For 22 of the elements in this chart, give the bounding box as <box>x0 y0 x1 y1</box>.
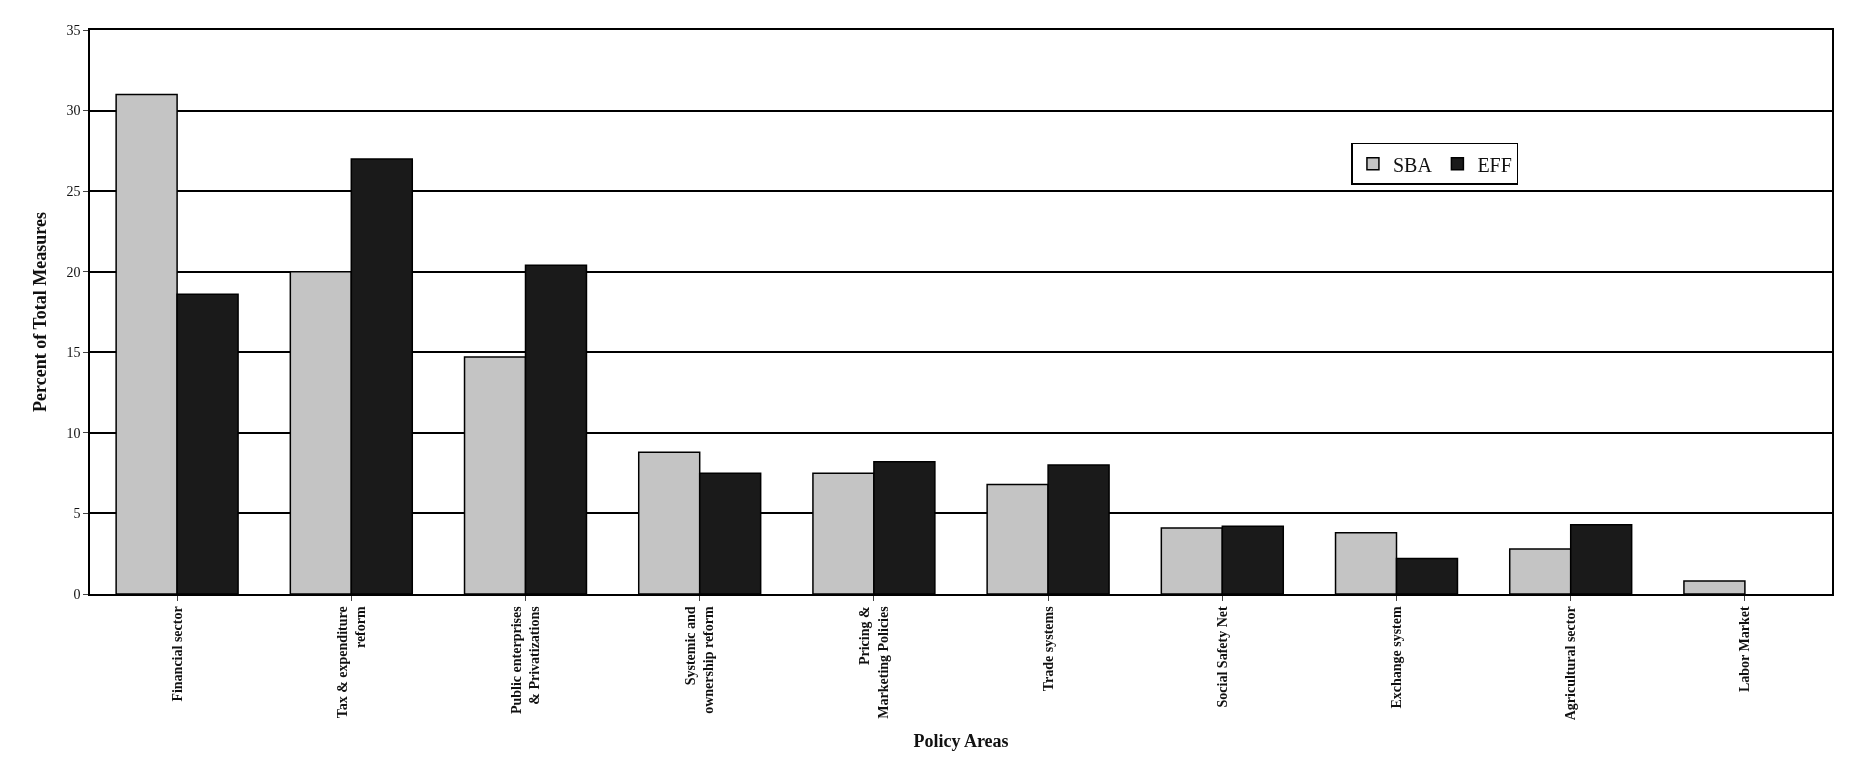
x-tick-label: Public enterprises & Privatizations <box>508 605 543 715</box>
y-tick-label: 5 <box>73 506 81 522</box>
x-tick-label: Systemic and ownership reform <box>683 606 717 714</box>
x-tick-label: Trade systems <box>1040 605 1056 692</box>
x-tick-label: Social Safety Net <box>1214 606 1230 708</box>
y-axis-title: Percent of Total Measures <box>30 212 51 412</box>
x-tick-label: Labor Market <box>1737 606 1753 693</box>
x-tick-label: Pricing & Marketing Policies <box>857 605 891 719</box>
legend-label: EFF <box>1477 153 1512 176</box>
y-tick-label: 30 <box>66 103 81 119</box>
y-tick-label: 20 <box>66 264 81 280</box>
y-tick-label: 15 <box>66 345 81 361</box>
y-tick-label: 35 <box>66 22 81 38</box>
legend-label: SBA <box>1392 153 1433 176</box>
x-tick-label: Financial sector <box>169 606 185 702</box>
x-tick-label: Agricultural sector <box>1563 606 1579 721</box>
x-tick-label: Tax & expenditure reform <box>334 606 368 719</box>
y-tick-label: 10 <box>66 425 81 441</box>
x-axis-title: Policy Areas <box>913 730 1009 751</box>
y-tick-label: 0 <box>73 586 81 602</box>
x-tick-label: Exchange system <box>1389 606 1405 709</box>
y-tick-label: 25 <box>66 184 81 200</box>
